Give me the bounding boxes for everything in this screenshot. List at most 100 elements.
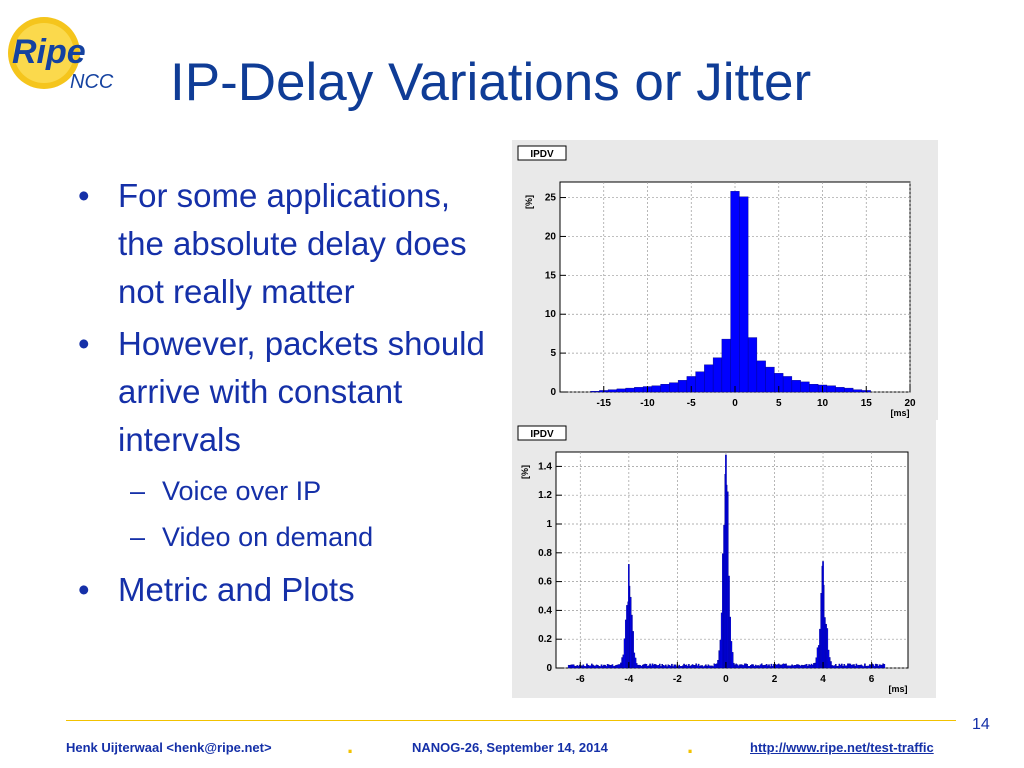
y-tick-label: 25 [545, 193, 557, 204]
y-tick-label: 0 [550, 387, 556, 398]
x-tick-label: -15 [597, 398, 612, 409]
footer-link[interactable]: http://www.ripe.net/test-traffic [750, 740, 934, 755]
y-tick-label: 0.8 [538, 548, 552, 559]
histogram-bar [651, 385, 661, 393]
histogram-bar [826, 628, 829, 669]
y-tick-label: 0 [546, 663, 552, 674]
y-tick-label: 1 [546, 519, 552, 530]
x-tick-label: 2 [772, 674, 778, 685]
sub-bullet-text: Video on demand [162, 522, 374, 552]
bullet-text: However, packets should arrive with cons… [118, 325, 485, 458]
footer-author: Henk Uijterwaal <henk@ripe.net> [66, 740, 272, 755]
y-tick-label: 1.4 [538, 461, 552, 472]
sub-bullet-marker: – [130, 522, 146, 552]
histogram-bar [634, 657, 637, 669]
histogram-bar [826, 385, 836, 393]
histogram-bar [800, 381, 810, 393]
chart-title-box [517, 145, 567, 161]
histogram-bar [830, 661, 832, 669]
bullet-item: • For some applications, the absolute de… [78, 172, 498, 316]
histogram-bar [864, 663, 866, 669]
slide-title: IP-Delay Variations or Jitter [170, 53, 812, 112]
histogram-bar [671, 663, 673, 669]
histogram-bar [725, 454, 727, 669]
histogram-bar [730, 191, 740, 393]
x-tick-label: 10 [817, 398, 829, 409]
logo-text-ripe: Ripe [12, 33, 86, 71]
histogram-bar [695, 371, 705, 393]
histogram-bar [765, 366, 775, 393]
histogram-bar [634, 387, 644, 393]
y-tick-label: 0.6 [538, 577, 552, 588]
histogram-bar [658, 663, 661, 669]
histogram-bar [628, 564, 630, 669]
histogram-bar [632, 631, 634, 669]
bullet-text: For some applications, the absolute dela… [118, 177, 467, 310]
histogram-bar [704, 364, 714, 393]
histogram-bar [782, 376, 793, 393]
histogram-bar [844, 387, 854, 393]
footer-separator: . [687, 733, 694, 758]
chart-title: IPDV [530, 149, 554, 160]
x-tick-label: 5 [776, 398, 782, 409]
y-axis-label: [%] [520, 465, 530, 479]
histogram-bar [660, 384, 670, 393]
bullet-marker: • [78, 571, 90, 608]
y-tick-label: 5 [550, 348, 556, 359]
x-tick-label: 20 [904, 398, 916, 409]
histogram-bar [669, 382, 679, 393]
chart-title-box [517, 425, 567, 441]
sub-bullet-item: – Video on demand [78, 514, 498, 560]
y-axis-label: [%] [524, 195, 534, 209]
logo-text-ncc: NCC [70, 71, 114, 93]
ipdv-histogram-top: IPDV -15 -10 -5 0 5 10 15 20 0 5 10 15 20 25 [ms] [%] [512, 140, 938, 420]
footer-separator: . [347, 733, 354, 758]
histogram-bar [835, 387, 845, 393]
histogram-bar [739, 196, 749, 393]
bullet-text: Metric and Plots [118, 571, 355, 608]
chart-canvas: IPDV -15 -10 -5 0 5 10 15 20 0 5 10 15 20 25 [ms] [%] [512, 140, 938, 420]
y-tick-label: 15 [545, 270, 557, 281]
histogram-bar [607, 389, 618, 393]
x-tick-label: 0 [723, 674, 729, 685]
histogram-bar [712, 357, 723, 393]
bullet-item: • However, packets should arrive with co… [78, 320, 498, 464]
ripe-ncc-logo: Ripe NCC [8, 17, 114, 93]
y-tick-label: 1.2 [538, 490, 552, 501]
ipdv-histogram-bottom: IPDV -6 -4 -2 0 2 4 6 0 0.2 0.4 0.6 0.8 1 1.2 1.4 [ms] [%… [512, 420, 936, 698]
x-tick-label: -5 [687, 398, 696, 409]
x-tick-label: 0 [732, 398, 738, 409]
y-tick-label: 0.2 [538, 634, 552, 645]
bullet-list: • For some applications, the absolute de… [78, 172, 498, 618]
x-axis-label: [ms] [890, 408, 909, 418]
histogram-bar [721, 338, 731, 393]
histogram-bar [822, 561, 824, 669]
x-tick-label: -6 [576, 674, 585, 685]
x-tick-label: -2 [673, 674, 682, 685]
plot-area [555, 451, 909, 669]
x-axis-label: [ms] [888, 684, 907, 694]
footer-event: NANOG-26, September 14, 2014 [412, 740, 608, 755]
page-number: 14 [972, 716, 990, 733]
chart-title: IPDV [530, 429, 554, 440]
x-tick-label: -10 [640, 398, 655, 409]
footer-rule [66, 720, 956, 721]
histogram-bar [791, 380, 801, 393]
histogram-bar [616, 388, 626, 393]
bullet-item: • Metric and Plots [78, 566, 498, 614]
x-tick-label: -4 [624, 674, 633, 685]
histogram-bar [852, 389, 863, 393]
chart-canvas: IPDV -6 -4 -2 0 2 4 6 0 0.2 0.4 0.6 0.8 1 1.2 1.4 [ms] [%… [512, 420, 936, 698]
y-tick-label: 10 [545, 309, 557, 320]
sub-bullet-item: – Voice over IP [78, 468, 498, 514]
histogram-bar [731, 652, 734, 669]
histogram-bar [677, 380, 688, 393]
histogram-bar [590, 391, 600, 393]
histogram-bar [625, 387, 635, 393]
x-tick-label: 4 [820, 674, 826, 685]
histogram-bar [747, 337, 758, 393]
bullet-marker: • [78, 177, 90, 214]
histogram-bar [809, 384, 819, 393]
histogram-bar [756, 360, 766, 393]
sub-bullet-text: Voice over IP [162, 476, 322, 506]
